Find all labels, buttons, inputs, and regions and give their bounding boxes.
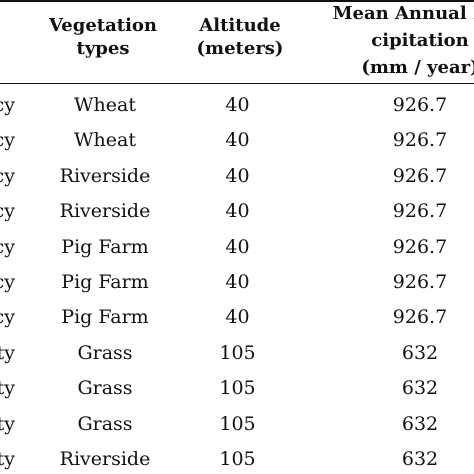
cell-altitude: 105 [219, 448, 256, 470]
cell-location: ity [0, 377, 15, 399]
cell-altitude: 40 [225, 271, 250, 293]
header-altitude-line-2: (meters) [196, 38, 284, 59]
header-vegetation-line-1: Vegetation [48, 15, 158, 36]
cell-vegetation: Grass [77, 377, 133, 399]
cell-vegetation: Riverside [59, 448, 151, 470]
cell-altitude: 105 [219, 413, 256, 435]
table-row: cy Pig Farm 40 926.7 [0, 300, 474, 335]
cell-precipitation: 926.7 [392, 306, 448, 328]
table-top-rule [0, 0, 474, 2]
table-row: cy Wheat 40 926.7 [0, 123, 474, 158]
table-row: cy Riverside 40 926.7 [0, 159, 474, 194]
table-row: cy Pig Farm 40 926.7 [0, 265, 474, 300]
cell-vegetation: Pig Farm [61, 306, 149, 328]
cell-precipitation: 926.7 [392, 200, 448, 222]
cell-altitude: 40 [225, 165, 250, 187]
cell-location: cy [0, 306, 15, 328]
cell-precipitation: 926.7 [392, 165, 448, 187]
header-mean-annual-precipitation: Mean Annual Pre cipitation (mm / year) [300, 0, 474, 81]
header-vegetation-line-2: types [76, 38, 130, 59]
cell-altitude: 40 [225, 236, 250, 258]
cell-location: cy [0, 129, 15, 151]
header-vegetation-types: Vegetation types [38, 14, 168, 60]
cell-location: cy [0, 165, 15, 187]
cell-location: cy [0, 271, 15, 293]
cell-vegetation: Pig Farm [61, 236, 149, 258]
table-row: cy Pig Farm 40 926.7 [0, 230, 474, 265]
cell-precipitation: 926.7 [392, 94, 448, 116]
cell-vegetation: Riverside [59, 165, 151, 187]
cell-location: ity [0, 342, 15, 364]
cell-precipitation: 632 [401, 448, 439, 470]
cell-altitude: 40 [225, 306, 250, 328]
cell-precipitation: 926.7 [392, 236, 448, 258]
header-rule [0, 83, 474, 84]
cell-location: cy [0, 236, 15, 258]
cell-altitude: 40 [225, 94, 250, 116]
cell-location: ity [0, 413, 15, 435]
header-precipitation-line-1: Mean Annual Pre [332, 3, 474, 24]
table-row: ity Grass 105 632 [0, 407, 474, 442]
header-altitude-line-1: Altitude [199, 15, 281, 36]
cell-vegetation: Riverside [59, 200, 151, 222]
cell-vegetation: Grass [77, 342, 133, 364]
cell-precipitation: 926.7 [392, 271, 448, 293]
cell-location: cy [0, 200, 15, 222]
header-precipitation-line-2: cipitation [371, 30, 469, 51]
cell-precipitation: 632 [401, 377, 439, 399]
cell-altitude: 105 [219, 377, 256, 399]
cell-altitude: 105 [219, 342, 256, 364]
cell-vegetation: Grass [77, 413, 133, 435]
table-row: cy Wheat 40 926.7 [0, 88, 474, 123]
cell-precipitation: 632 [401, 413, 439, 435]
cell-altitude: 40 [225, 200, 250, 222]
header-altitude: Altitude (meters) [180, 14, 300, 60]
header-precipitation-line-3: (mm / year) [361, 57, 474, 78]
cell-location: ity [0, 448, 15, 470]
cell-location: cy [0, 94, 15, 116]
cell-precipitation: 926.7 [392, 129, 448, 151]
table-row: ity Grass 105 632 [0, 371, 474, 406]
cell-precipitation: 632 [401, 342, 439, 364]
cell-vegetation: Wheat [74, 129, 136, 151]
cell-vegetation: Wheat [74, 94, 136, 116]
table-row: cy Riverside 40 926.7 [0, 194, 474, 229]
table-row: ity Riverside 105 632 [0, 442, 474, 474]
table-row: ity Grass 105 632 [0, 336, 474, 371]
cell-altitude: 40 [225, 129, 250, 151]
cell-vegetation: Pig Farm [61, 271, 149, 293]
